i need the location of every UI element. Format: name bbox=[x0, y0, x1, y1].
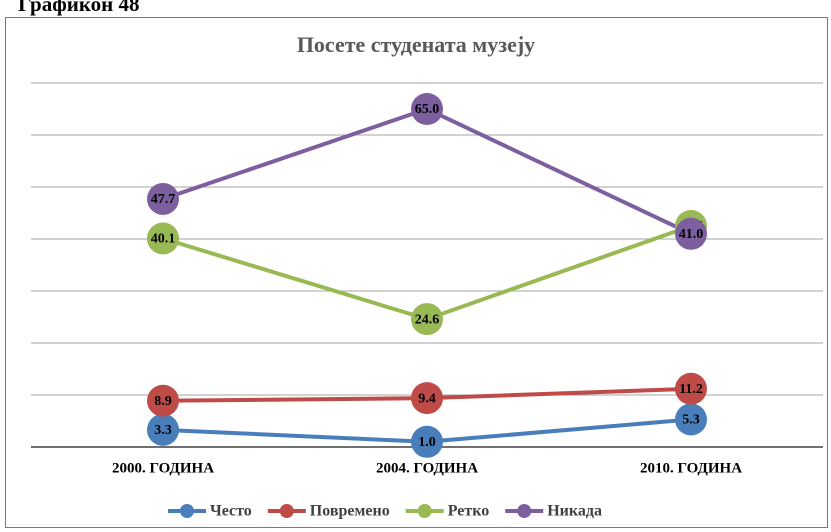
data-point bbox=[675, 372, 707, 405]
data-label: 11.2 bbox=[679, 382, 703, 397]
legend-marker bbox=[417, 504, 432, 518]
x-tick-label: 2010. ГОДИНА bbox=[640, 460, 742, 476]
x-tick-label: 2000. ГОДИНА bbox=[112, 460, 214, 476]
data-point bbox=[411, 93, 443, 125]
legend-marker bbox=[180, 504, 194, 518]
page-heading: Графикон 48 bbox=[18, 0, 140, 16]
legend-label: Повремено bbox=[310, 503, 390, 520]
data-label: 5.3 bbox=[682, 413, 700, 428]
data-label: 40.1 bbox=[151, 232, 176, 247]
data-label: 41.0 bbox=[679, 227, 704, 242]
data-point bbox=[675, 217, 707, 250]
data-label: 24.6 bbox=[415, 312, 440, 327]
data-point bbox=[411, 382, 443, 415]
data-point bbox=[675, 403, 707, 436]
data-label: 47.7 bbox=[151, 192, 176, 207]
data-label: 3.3 bbox=[154, 423, 172, 438]
legend-label: Често bbox=[210, 503, 252, 520]
x-tick-label: 2004. ГОДИНА bbox=[376, 460, 478, 476]
chart-title: Посете студената музеју bbox=[297, 32, 535, 57]
legend-label: Никада bbox=[547, 503, 602, 520]
data-label: 65.0 bbox=[415, 102, 440, 117]
data-point bbox=[147, 413, 179, 446]
data-point bbox=[147, 182, 179, 215]
data-point bbox=[147, 222, 179, 255]
data-point bbox=[147, 384, 179, 417]
data-label: 1.0 bbox=[418, 435, 436, 450]
data-label: 8.9 bbox=[154, 394, 172, 409]
legend-marker bbox=[517, 504, 532, 518]
legend-marker bbox=[279, 504, 294, 518]
data-label: 9.4 bbox=[418, 391, 436, 406]
legend-label: Ретко bbox=[448, 503, 490, 520]
data-point bbox=[411, 425, 443, 458]
data-point bbox=[411, 303, 443, 336]
